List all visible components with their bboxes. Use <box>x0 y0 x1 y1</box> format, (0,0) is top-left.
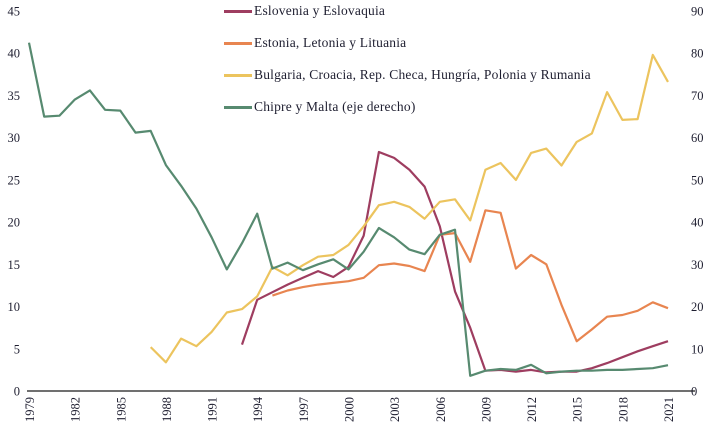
series-line-1 <box>272 209 669 343</box>
left-axis-tick-label: 5 <box>14 342 20 356</box>
x-axis-tick-label: 2021 <box>662 397 676 422</box>
x-axis-tick-label: 2015 <box>571 397 585 422</box>
legend-swatch-estonia-letonia-lituania <box>224 41 252 45</box>
x-axis-tick-label: 1988 <box>160 397 174 422</box>
legend-label-bulgaria-grupo: Bulgaria, Croacia, Rep. Checa, Hungría, … <box>254 67 591 82</box>
right-axis-tick-label: 20 <box>691 300 704 314</box>
legend-item-bulgaria-grupo: Bulgaria, Croacia, Rep. Checa, Hungría, … <box>224 67 591 83</box>
x-axis-tick-label: 2003 <box>388 397 402 422</box>
x-axis-tick-label: 2006 <box>434 397 448 422</box>
x-axis-tick-label: 2009 <box>479 397 493 422</box>
x-axis-tick-label: 2018 <box>616 397 630 422</box>
right-axis-tick-label: 60 <box>691 131 704 145</box>
right-axis-tick-label: 90 <box>691 5 704 19</box>
x-axis-tick-label: 1985 <box>114 397 128 422</box>
legend-label-estonia-letonia-lituania: Estonia, Letonia y Lituania <box>254 35 407 50</box>
legend-label-eslovenia-eslovaquia: Eslovenia y Eslovaquia <box>254 3 386 18</box>
left-axis-tick-label: 35 <box>8 89 21 103</box>
series-line-2 <box>149 53 669 364</box>
legend-swatch-bulgaria-grupo <box>224 73 252 77</box>
x-axis-tick-label: 1997 <box>297 397 311 422</box>
right-axis-tick-label: 40 <box>691 216 704 230</box>
legend-swatch-chipre-malta <box>224 105 252 109</box>
right-axis-tick-label: 70 <box>691 89 704 103</box>
left-axis-tick-label: 15 <box>8 258 21 272</box>
legend-item-eslovenia-eslovaquia: Eslovenia y Eslovaquia <box>224 3 591 19</box>
left-axis-tick-label: 45 <box>8 5 21 19</box>
left-axis-tick-label: 10 <box>8 300 21 314</box>
x-axis-tick-label: 1982 <box>69 397 83 422</box>
right-axis-tick-label: 0 <box>691 385 697 399</box>
right-axis-tick-label: 50 <box>691 173 704 187</box>
legend-swatch-eslovenia-eslovaquia <box>224 9 252 13</box>
x-axis-tick-label: 2012 <box>525 397 539 422</box>
legend-item-estonia-letonia-lituania: Estonia, Letonia y Lituania <box>224 35 591 51</box>
left-axis-tick-label: 0 <box>14 385 20 399</box>
right-axis-tick-label: 30 <box>691 258 704 272</box>
x-axis-tick-label: 1994 <box>251 396 265 422</box>
chart-legend: Eslovenia y Eslovaquia Estonia, Letonia … <box>224 3 591 131</box>
legend-item-chipre-malta: Chipre y Malta (eje derecho) <box>224 99 591 115</box>
x-axis-tick-label: 1979 <box>23 397 37 422</box>
left-axis-tick-label: 25 <box>8 173 21 187</box>
series-line-3 <box>27 42 669 377</box>
series-line-0 <box>240 150 669 374</box>
right-axis-tick-label: 80 <box>691 47 704 61</box>
x-axis-tick-label: 2000 <box>343 397 357 422</box>
x-axis-tick-label: 1991 <box>206 397 220 422</box>
left-axis-tick-label: 20 <box>8 216 21 230</box>
left-axis-tick-label: 40 <box>8 47 21 61</box>
right-axis-tick-label: 10 <box>691 342 704 356</box>
legend-label-chipre-malta: Chipre y Malta (eje derecho) <box>254 99 416 114</box>
left-axis-tick-label: 30 <box>8 131 21 145</box>
